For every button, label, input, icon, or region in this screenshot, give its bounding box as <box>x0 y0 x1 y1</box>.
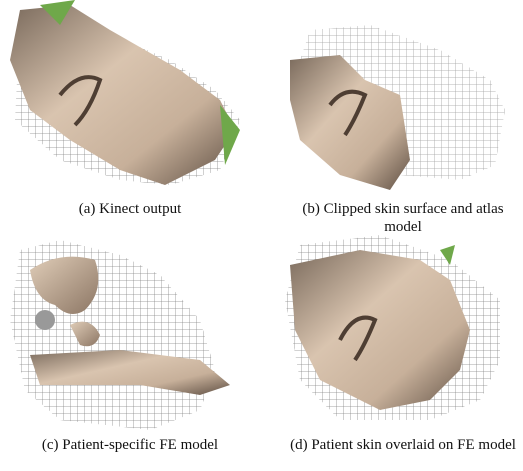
caption: (b) Clipped skin surface and atlas model <box>302 201 504 235</box>
panel-c-render <box>10 240 230 430</box>
panel-d-render <box>285 235 500 420</box>
panel-b-render <box>290 25 505 190</box>
caption: (d) Patient skin overlaid on FE model <box>290 437 516 453</box>
panel-a-render <box>10 0 240 185</box>
caption: (c) Patient-specific FE model <box>41 437 219 453</box>
caption: (a) Kinect output <box>78 201 182 217</box>
